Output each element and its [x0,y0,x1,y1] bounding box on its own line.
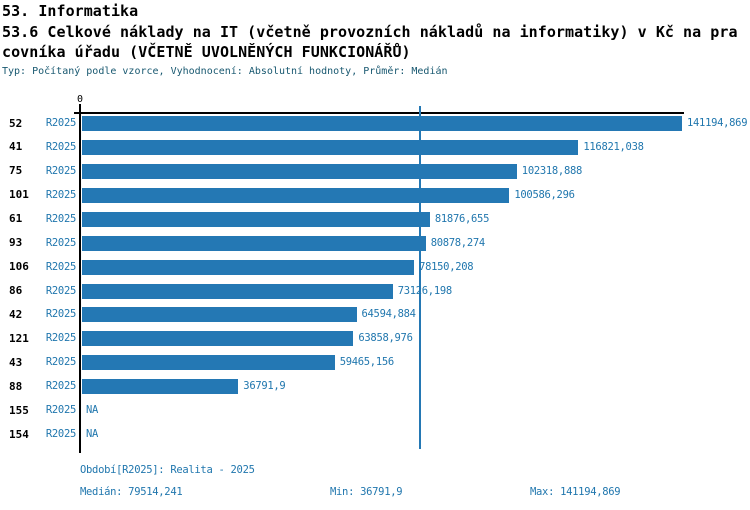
row-value-label: 59465,156 [339,356,395,369]
row-period-label: R2025 [45,404,76,417]
row-bar [82,283,393,299]
row-bar [82,235,426,251]
row-value-label: 100586,296 [514,188,575,201]
footer-median: Medián: 79514,241 [80,486,183,498]
row-value-label: NA [86,404,99,417]
report-subtitle-line2: covníka úřadu (VČETNĚ UVOLNĚNÝCH FUNKCIO… [2,43,411,61]
row-bar [82,187,510,203]
row-period-label: R2025 [45,356,76,369]
row-value-label: 141194,869 [687,117,748,129]
row-period-label: R2025 [45,332,76,345]
row-category-label: 121 [9,331,29,345]
row-value-label: 64594,884 [361,308,417,321]
row-category-label: 75 [9,164,23,178]
row-category-label: 41 [9,140,23,154]
row-value-label: 73126,198 [397,284,453,297]
report-title: 53. Informatika [2,2,139,20]
footer-min: Min: 36791,9 [330,486,403,498]
row-value-label: 116821,038 [583,140,644,153]
row-bar [82,259,415,275]
report-subtitle-line1: 53.6 Celkové náklady na IT (včetně provo… [2,23,738,41]
row-period-label: R2025 [45,380,76,393]
row-period-label: R2025 [45,188,76,201]
row-value-label: 78150,208 [419,260,474,273]
footer-period: Období[R2025]: Realita - 2025 [80,464,255,476]
x-axis-line [74,112,684,114]
row-bar [82,139,579,155]
row-period-label: R2025 [45,117,76,129]
row-period-label: R2025 [45,308,76,321]
row-period-label: R2025 [45,260,76,273]
row-period-label: R2025 [45,236,76,249]
row-bar [82,355,335,371]
row-bar [82,331,354,347]
row-period-label: R2025 [45,140,76,153]
row-value-label: NA [86,428,99,441]
row-bar [82,307,357,323]
row-category-label: 52 [9,116,23,130]
row-category-label: 155 [9,403,29,417]
row-category-label: 93 [9,236,23,250]
row-period-label: R2025 [45,428,76,441]
row-period-label: R2025 [45,164,76,177]
row-category-label: 61 [9,212,23,226]
y-axis-line [79,112,81,453]
row-category-label: 43 [9,355,23,369]
row-category-label: 101 [9,188,29,202]
report-meta: Typ: Počítaný podle vzorce, Vyhodnocení:… [2,66,448,77]
row-category-label: 88 [9,379,23,393]
x-axis-zero-tick [79,104,81,113]
row-value-label: 63858,976 [358,332,413,345]
row-bar [82,116,682,131]
row-period-label: R2025 [45,212,76,225]
row-value-label: 36791,9 [243,380,286,393]
row-value-label: 81876,655 [434,212,490,225]
median-line [418,106,421,449]
row-category-label: 106 [9,260,29,274]
row-bar [82,379,239,395]
row-bar [82,211,430,227]
row-bar [82,163,517,179]
x-axis-zero-label: 0 [76,94,84,105]
row-value-label: 102318,888 [521,164,583,177]
row-category-label: 86 [9,284,23,297]
footer-max: Max: 141194,869 [530,486,621,498]
row-value-label: 80878,274 [430,236,486,249]
row-period-label: R2025 [45,284,76,297]
row-category-label: 42 [9,307,23,321]
row-category-label: 154 [9,427,29,441]
